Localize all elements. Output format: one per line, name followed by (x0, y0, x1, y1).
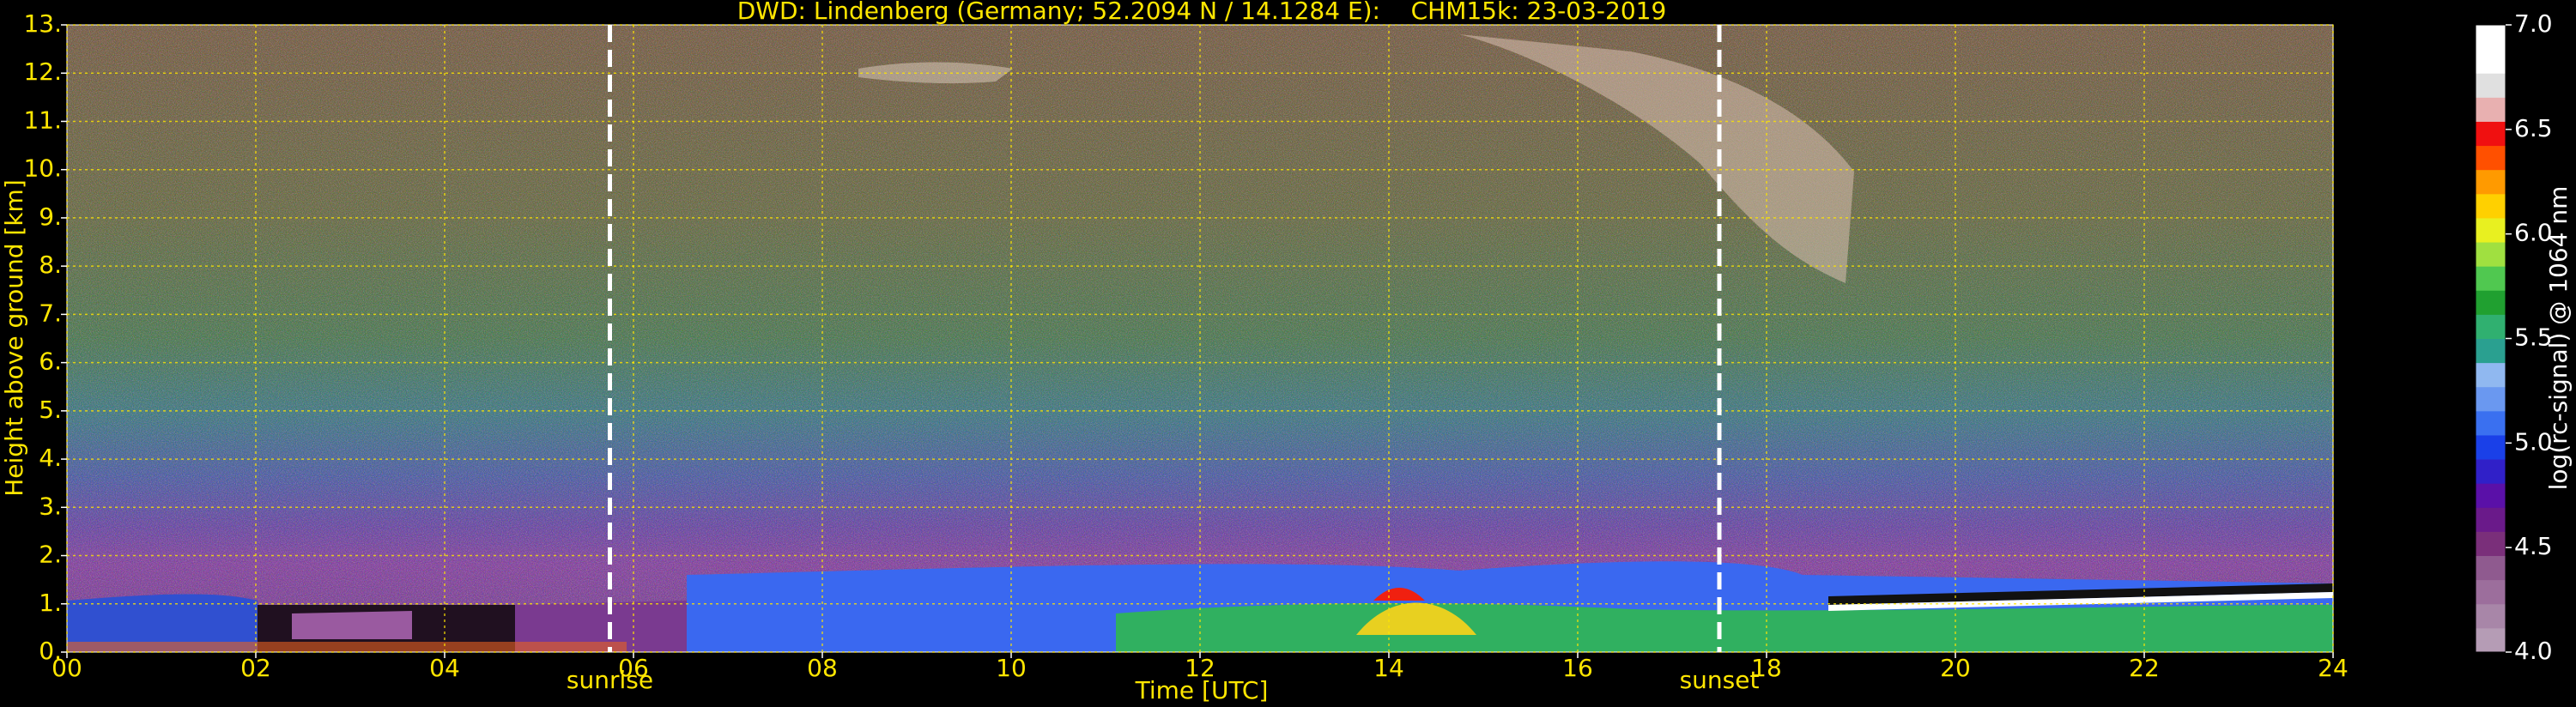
aerosol-layer (1373, 588, 1425, 601)
colorbar-label: log(rc-signal) @ 1064 nm (2544, 186, 2573, 491)
x-tick-label: 22 (2129, 654, 2160, 682)
y-tick-label: 0. (39, 637, 62, 665)
colorbar-swatch (2476, 193, 2506, 219)
x-tick-label: 04 (429, 654, 460, 682)
colorbar-tick-label: 6.0 (2514, 219, 2553, 247)
y-tick-label: 7. (39, 299, 62, 327)
colorbar-tick-label: 7.0 (2514, 9, 2553, 38)
colorbar-swatch (2476, 410, 2506, 436)
colorbar-swatch (2476, 266, 2506, 291)
x-tick-label: 14 (1373, 654, 1404, 682)
colorbar-swatch (2476, 25, 2506, 50)
x-tick-label: 16 (1562, 654, 1593, 682)
y-tick-label: 11. (23, 106, 62, 134)
x-tick-label: 20 (1940, 654, 1971, 682)
y-tick-label: 2. (39, 541, 62, 569)
y-tick-label: 10. (23, 154, 62, 183)
y-tick-label: 8. (39, 251, 62, 279)
colorbar-swatch (2476, 242, 2506, 267)
y-tick-label: 6. (39, 347, 62, 376)
cloud-base (1828, 592, 2333, 611)
x-tick-label: 24 (2318, 654, 2349, 682)
colorbar-swatch (2476, 290, 2506, 315)
colorbar-swatch (2476, 97, 2506, 122)
colorbar-tick-label: 6.5 (2514, 114, 2553, 142)
x-tick-label: 02 (240, 654, 271, 682)
colorbar-swatch (2476, 169, 2506, 195)
y-tick-label: 13. (23, 9, 62, 38)
x-tick-label: 10 (996, 654, 1027, 682)
colorbar-swatch (2476, 314, 2506, 339)
colorbar-swatch (2476, 627, 2506, 653)
x-tick-label: 18 (1751, 654, 1782, 682)
chart-title: DWD: Lindenberg (Germany; 52.2094 N / 14… (737, 0, 1667, 25)
colorbar-swatch (2476, 49, 2506, 74)
aerosol-layer (1356, 602, 1476, 635)
cirrus-cloud (1459, 34, 1854, 283)
colorbar-swatch (2476, 434, 2506, 460)
y-tick-label: 9. (39, 202, 62, 231)
colorbar-swatch (2476, 145, 2506, 171)
colorbar-swatch (2476, 579, 2506, 605)
colorbar-tick-label: 4.0 (2514, 637, 2553, 665)
colorbar-swatch (2476, 603, 2506, 629)
colorbar-swatch (2476, 531, 2506, 557)
colorbar-swatch (2476, 459, 2506, 484)
colorbar-swatch (2476, 507, 2506, 532)
boundary-layer (67, 594, 258, 652)
colorbar-swatch (2476, 73, 2506, 98)
x-tick-label: 12 (1185, 654, 1215, 682)
boundary-layer (1116, 603, 2333, 652)
colorbar-swatch (2476, 555, 2506, 581)
surface-layer (67, 642, 627, 652)
colorbar-tick-label: 4.5 (2514, 532, 2553, 560)
colorbar-swatch (2476, 362, 2506, 388)
y-tick-label: 5. (39, 396, 62, 424)
annotation-label: sunrise (567, 666, 653, 694)
boundary-layer (515, 601, 687, 652)
y-tick-label: 1. (39, 589, 62, 617)
x-tick-label: 00 (52, 654, 82, 682)
annotation-label: sunset (1680, 666, 1760, 694)
cirrus-cloud (858, 62, 1013, 84)
x-tick-label: 06 (618, 654, 649, 682)
y-tick-label: 3. (39, 492, 62, 520)
colorbar-tick-label: 5.0 (2514, 427, 2553, 456)
x-axis-label: Time [UTC] (1135, 676, 1269, 704)
y-tick-label: 4. (39, 444, 62, 472)
y-axis-label: Height above ground [km] (0, 179, 28, 497)
colorbar-swatch (2476, 483, 2506, 508)
cloud-base (1828, 583, 2333, 605)
colorbar-swatch (2476, 386, 2506, 412)
colorbar-tick-label: 5.5 (2514, 323, 2553, 352)
colorbar-swatch (2476, 121, 2506, 147)
x-tick-label: 08 (807, 654, 838, 682)
y-tick-label: 12. (23, 57, 62, 86)
colorbar-swatch (2476, 217, 2506, 243)
boundary-layer (292, 611, 412, 639)
colorbar-swatch (2476, 338, 2506, 364)
